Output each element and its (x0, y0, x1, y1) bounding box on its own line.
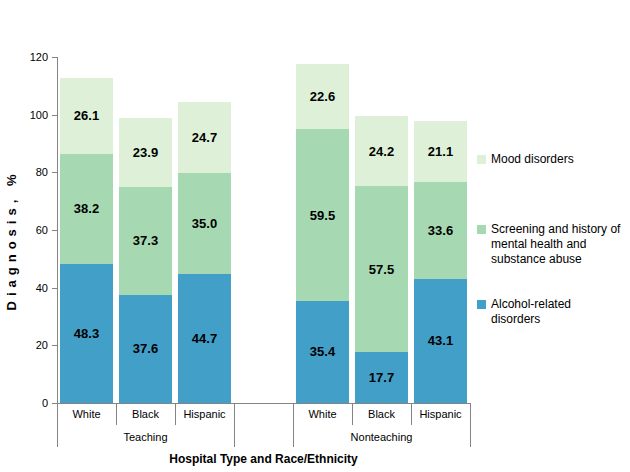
legend-swatch (477, 155, 486, 164)
y-tick-label: 0 (20, 396, 48, 410)
bar-value-label: 57.5 (369, 262, 394, 277)
bar-value-label: 44.7 (192, 331, 217, 346)
bar-segment: 23.9 (119, 118, 172, 187)
bar-segment: 37.6 (119, 295, 172, 403)
bar-segment: 26.1 (60, 78, 113, 153)
legend-item-label: Alcohol-related disorders (491, 297, 621, 327)
bar-value-label: 23.9 (133, 145, 158, 160)
category-separator-line (116, 403, 117, 425)
bar-value-label: 59.5 (310, 208, 335, 223)
bar-value-label: 35.0 (192, 216, 217, 231)
x-axis-title: Hospital Type and Race/Ethnicity (57, 452, 470, 466)
bar-value-label: 17.7 (369, 370, 394, 385)
legend-item: Mood disorders (477, 152, 629, 167)
legend-item-label: Screening and history of mental health a… (491, 222, 621, 267)
category-label: White (293, 406, 352, 422)
bar-value-label: 21.1 (428, 144, 453, 159)
bar-segment: 24.2 (355, 116, 408, 186)
bar-segment: 24.7 (178, 102, 231, 173)
bar-value-label: 33.6 (428, 223, 453, 238)
category-separator-line (352, 403, 353, 425)
y-tick-label: 60 (20, 223, 48, 237)
bar-segment: 48.3 (60, 264, 113, 403)
category-label: Hispanic (411, 406, 470, 422)
bar-value-label: 24.7 (192, 130, 217, 145)
bar-segment: 21.1 (414, 121, 467, 182)
bar-segment: 59.5 (296, 129, 349, 301)
bar-segment: 35.0 (178, 173, 231, 274)
group-label: Teaching (57, 429, 234, 445)
bar-segment: 38.2 (60, 154, 113, 264)
bar-value-label: 48.3 (74, 326, 99, 341)
category-label: Black (116, 406, 175, 422)
bar-segment: 33.6 (414, 182, 467, 279)
bar-segment: 35.4 (296, 301, 349, 403)
bar-value-label: 22.6 (310, 89, 335, 104)
bar-segment: 37.3 (119, 187, 172, 295)
legend-item-label: Mood disorders (491, 152, 621, 167)
y-tick-label: 100 (20, 108, 48, 122)
bar-segment: 22.6 (296, 64, 349, 129)
y-axis-line (57, 57, 58, 447)
y-axis-title: Diagnosis, % (4, 170, 19, 311)
category-label: Black (352, 406, 411, 422)
bar-value-label: 35.4 (310, 344, 335, 359)
bar-value-label: 26.1 (74, 108, 99, 123)
bar-value-label: 43.1 (428, 333, 453, 348)
y-tick-label: 40 (20, 281, 48, 295)
y-tick-label: 120 (20, 50, 48, 64)
bar-segment: 43.1 (414, 279, 467, 403)
legend-swatch (477, 300, 486, 309)
group-label: Nonteaching (293, 429, 470, 445)
category-separator-line (175, 403, 176, 425)
y-tick-label: 80 (20, 165, 48, 179)
group-boundary-line (470, 403, 471, 447)
x-axis-line (57, 403, 471, 404)
bar-value-label: 38.2 (74, 201, 99, 216)
legend-item: Alcohol-related disorders (477, 297, 629, 327)
legend-item: Screening and history of mental health a… (477, 222, 629, 267)
group-boundary-line (234, 403, 235, 447)
category-label: Hispanic (175, 406, 234, 422)
bar-segment: 17.7 (355, 352, 408, 403)
bar-segment: 57.5 (355, 186, 408, 352)
y-tick-label: 20 (20, 338, 48, 352)
legend-swatch (477, 225, 486, 234)
category-label: White (57, 406, 116, 422)
stacked-bar-chart-figure: Diagnosis, % Hospital Type and Race/Ethn… (0, 0, 630, 472)
bar-value-label: 37.3 (133, 233, 158, 248)
bar-segment: 44.7 (178, 274, 231, 403)
bar-value-label: 24.2 (369, 144, 394, 159)
bar-value-label: 37.6 (133, 341, 158, 356)
group-boundary-line (293, 403, 294, 447)
category-separator-line (411, 403, 412, 425)
